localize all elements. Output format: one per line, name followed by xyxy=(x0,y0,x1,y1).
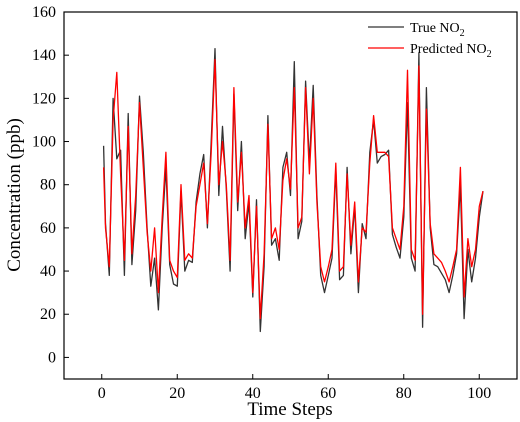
x-axis-title: Time Steps xyxy=(247,399,332,420)
x-tick-label: 100 xyxy=(467,385,491,402)
x-tick-label: 20 xyxy=(169,385,185,402)
series-line-true xyxy=(102,48,484,333)
series-lines xyxy=(102,48,484,333)
legend: True NO2 Predicted NO2 xyxy=(368,21,492,60)
y-tick-label: 140 xyxy=(32,47,56,64)
y-tick-label: 160 xyxy=(32,4,56,21)
y-tick-label: 60 xyxy=(40,220,56,237)
y-tick-label: 100 xyxy=(32,134,56,151)
y-axis-ticks: 0 20 40 60 80 100 120 140 160 xyxy=(32,4,69,366)
x-tick-label: 80 xyxy=(396,385,412,402)
x-axis-ticks: 0 20 40 60 80 100 xyxy=(98,374,491,402)
x-tick-label: 60 xyxy=(320,385,336,402)
y-tick-label: 80 xyxy=(40,177,56,194)
series-line-predicted xyxy=(102,58,484,320)
x-tick-label: 0 xyxy=(98,385,106,402)
x-tick-label: 40 xyxy=(245,385,261,402)
y-tick-label: 0 xyxy=(48,349,56,366)
y-axis-title: Concentration (ppb) xyxy=(4,118,25,272)
y-tick-label: 120 xyxy=(32,90,56,107)
y-tick-label: 20 xyxy=(40,306,56,323)
legend-label-true: True NO2 xyxy=(410,21,465,39)
y-tick-label: 40 xyxy=(40,263,56,280)
plot-frame xyxy=(63,11,518,380)
legend-label-predicted: Predicted NO2 xyxy=(410,42,492,60)
